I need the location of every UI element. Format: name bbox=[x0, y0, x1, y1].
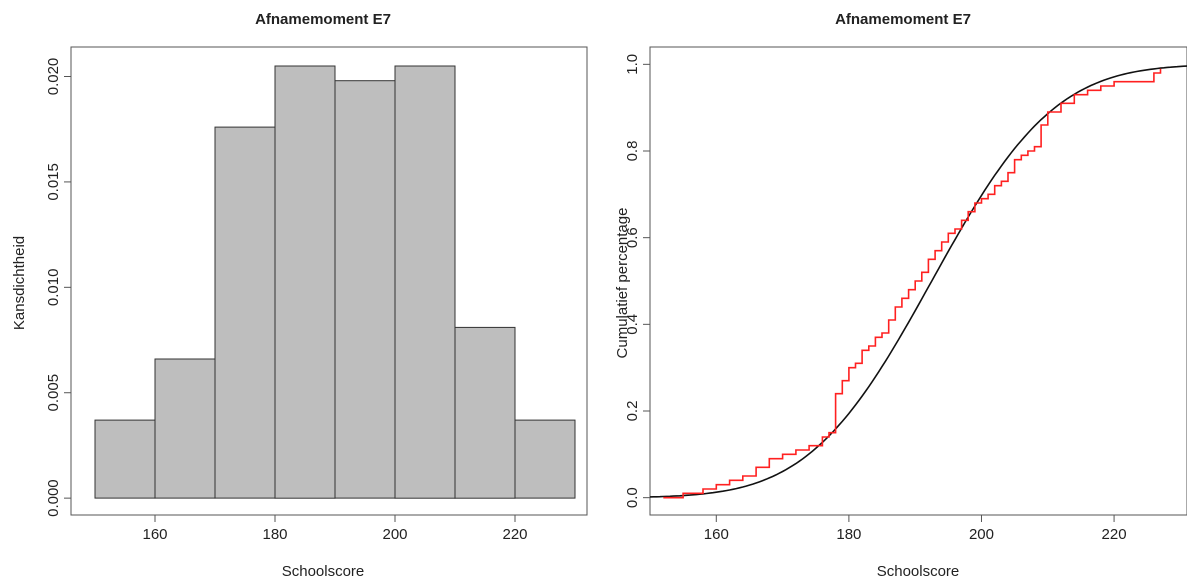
histogram-y-axis-label: Kansdichtheid bbox=[11, 236, 28, 330]
cumulative-x-tick-label: 180 bbox=[836, 526, 861, 543]
histogram-plot-frame bbox=[70, 46, 588, 516]
histogram-x-tick-label: 200 bbox=[382, 526, 407, 543]
empirical-cdf-line bbox=[663, 68, 1162, 499]
histogram-x-ticks: 160 180 200 220 bbox=[142, 515, 528, 543]
cumulative-y-tick-label: 1.0 bbox=[624, 54, 641, 75]
cumulative-lines bbox=[649, 65, 1187, 499]
histogram-y-tick-label: 0.020 bbox=[45, 58, 62, 96]
fitted-cdf-line bbox=[649, 65, 1187, 498]
cumulative-y-tick-label: 0.4 bbox=[624, 314, 641, 335]
cumulative-x-tick-label: 220 bbox=[1102, 526, 1127, 543]
cumulative-chart: Afnamemoment E7 160 180 200 220 0.00.20.40.… bbox=[614, 11, 1187, 580]
histogram-bar bbox=[94, 419, 156, 499]
cumulative-y-tick-label: 0.8 bbox=[624, 141, 641, 162]
cumulative-y-axis-label: Cumulatief percentage bbox=[614, 208, 631, 359]
histogram-bar bbox=[514, 419, 576, 499]
histogram-x-tick-label: 160 bbox=[142, 526, 167, 543]
histogram-bar bbox=[394, 65, 456, 499]
cumulative-y-tick-label: 0.0 bbox=[624, 487, 641, 508]
cumulative-x-ticks: 160 180 200 220 bbox=[704, 515, 1127, 543]
histogram-y-tick-label: 0.015 bbox=[45, 163, 62, 201]
cumulative-y-ticks: 0.0 0.2 0.4 0.6 0.8 1.0 bbox=[624, 54, 650, 508]
histogram-bar bbox=[154, 358, 216, 499]
histogram-y-ticks: 0.000 0.005 0.010 0.015 0.020 bbox=[45, 58, 71, 517]
histogram-bar bbox=[214, 126, 276, 499]
cumulative-y-tick-label: 0.2 bbox=[624, 401, 641, 422]
cumulative-y-tick-label: 0.6 bbox=[624, 227, 641, 248]
histogram-bar bbox=[454, 326, 516, 499]
cumulative-x-tick-label: 160 bbox=[704, 526, 729, 543]
histogram-y-tick-label: 0.005 bbox=[45, 374, 62, 412]
histogram-title: Afnamemoment E7 bbox=[255, 11, 391, 28]
cumulative-plot-frame bbox=[649, 46, 1187, 516]
histogram-bar bbox=[334, 80, 396, 499]
cumulative-x-tick-label: 200 bbox=[969, 526, 994, 543]
cumulative-title: Afnamemoment E7 bbox=[835, 11, 971, 28]
cumulative-x-axis-label: Schoolscore bbox=[877, 563, 960, 580]
histogram-y-tick-label: 0.000 bbox=[45, 479, 62, 517]
histogram-bars bbox=[94, 65, 576, 499]
histogram-y-tick-label: 0.010 bbox=[45, 269, 62, 307]
histogram-x-tick-label: 220 bbox=[502, 526, 527, 543]
histogram-chart: Afnamemoment E7 160 180 200 220 0.0000.0050… bbox=[11, 11, 588, 580]
histogram-x-tick-label: 180 bbox=[262, 526, 287, 543]
histogram-bar bbox=[274, 65, 336, 499]
histogram-x-axis-label: Schoolscore bbox=[282, 563, 365, 580]
